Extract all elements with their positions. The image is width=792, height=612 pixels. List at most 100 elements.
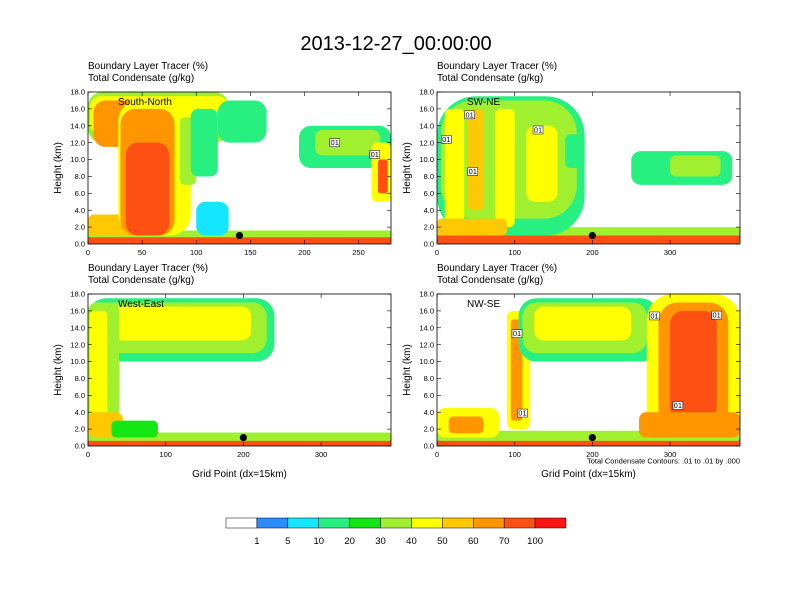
plot-frame: [87, 293, 392, 447]
shaded-field: [88, 294, 391, 446]
field-region: [217, 100, 267, 143]
contour-label: 01: [331, 138, 339, 147]
contour-label-box: [464, 110, 475, 120]
colorbar-label: 5: [285, 536, 290, 547]
y-tick-label: 2.0: [75, 223, 85, 232]
y-tick-label: 2.0: [424, 425, 434, 434]
colorbar-swatch: [318, 517, 350, 529]
field-region: [315, 130, 381, 156]
field-region: [131, 193, 164, 236]
y-tick-label: 6.0: [424, 189, 434, 198]
y-tick-label: 0.0: [75, 442, 85, 451]
field-region: [91, 306, 252, 341]
field-region: [639, 412, 740, 438]
figure-title: 2013-12-27_00:00:00: [300, 33, 491, 55]
colorbar-swatch: [534, 517, 567, 529]
y-tick-label: 6.0: [75, 391, 85, 400]
x-tick-label: 100: [190, 248, 203, 257]
shaded-field: [437, 294, 740, 446]
panel-south-north: Boundary Layer Tracer (%)Total Condensat…: [53, 61, 392, 257]
contour-label-box: [369, 150, 381, 159]
contour-label: 01: [674, 401, 682, 410]
x-tick-label: 250: [352, 248, 365, 257]
contour-label: 01: [534, 126, 542, 135]
y-tick-label: 0.0: [424, 240, 434, 249]
contour-label-box: [532, 125, 544, 135]
colorbar-swatch: [411, 517, 443, 529]
plot-frame: [436, 91, 741, 245]
colorbar-swatch: [380, 517, 412, 529]
contour-label: 01: [650, 311, 658, 320]
y-tick-label: 18.0: [419, 290, 434, 299]
y-tick-label: 12.0: [70, 340, 85, 349]
panel-title-line1: Boundary Layer Tracer (%): [437, 61, 557, 72]
x-tick-label: 300: [664, 450, 677, 459]
location-marker: [588, 231, 596, 240]
y-tick-label: 12.0: [70, 138, 85, 147]
contour-label-box: [329, 138, 340, 147]
colorbar-swatch: [287, 517, 319, 529]
field-region: [448, 416, 484, 434]
y-tick-label: 0.0: [424, 442, 434, 451]
x-tick-label: 0: [435, 450, 439, 459]
y-tick-label: 10.0: [419, 155, 434, 164]
section-label: SW-NE: [467, 97, 500, 108]
x-tick-label: 200: [586, 450, 599, 459]
location-marker: [235, 231, 244, 240]
x-tick-label: 100: [159, 450, 172, 459]
y-tick-label: 14.0: [70, 121, 85, 130]
contour-label: 01: [713, 311, 721, 320]
x-axis-label: Grid Point (dx=15km): [541, 469, 636, 480]
y-tick-label: 8.0: [75, 172, 85, 181]
y-tick-label: 4.0: [75, 206, 85, 215]
contour-label-box: [467, 167, 478, 176]
field-region: [444, 108, 465, 228]
contour-label-box: [517, 408, 528, 418]
shaded-field: [88, 92, 391, 244]
x-tick-label: 300: [315, 450, 328, 459]
x-tick-label: 150: [244, 248, 257, 257]
y-tick-label: 14.0: [419, 323, 434, 332]
panel-west-east: Boundary Layer Tracer (%)Total Condensat…: [53, 263, 392, 480]
colorbar-label: 40: [406, 536, 417, 547]
field-region: [190, 108, 218, 177]
y-tick-label: 8.0: [75, 374, 85, 383]
y-tick-label: 12.0: [419, 138, 434, 147]
y-tick-label: 10.0: [70, 357, 85, 366]
y-tick-label: 0.0: [75, 240, 85, 249]
contour-label: 01: [469, 167, 477, 176]
y-tick-label: 4.0: [75, 408, 85, 417]
y-tick-label: 16.0: [419, 104, 434, 113]
y-tick-label: 18.0: [419, 88, 434, 97]
y-axis-label: Height (km): [402, 142, 413, 194]
contour-label-box: [649, 311, 660, 321]
x-tick-label: 200: [237, 450, 250, 459]
section-label: NW-SE: [467, 299, 500, 310]
colorbar-swatch: [349, 517, 381, 529]
colorbar-label: 70: [499, 536, 510, 547]
y-tick-label: 2.0: [75, 425, 85, 434]
field-region: [437, 233, 740, 244]
y-tick-label: 18.0: [70, 88, 85, 97]
panel-nw-se: Boundary Layer Tracer (%)Total Condensat…: [402, 263, 741, 480]
field-region: [526, 125, 558, 202]
panels: Boundary Layer Tracer (%)Total Condensat…: [53, 61, 741, 480]
colorbar-label: 1: [254, 536, 259, 547]
x-tick-label: 200: [298, 248, 311, 257]
y-axis-label: Height (km): [402, 344, 413, 396]
x-tick-label: 100: [508, 450, 521, 459]
plot-frame: [436, 293, 741, 447]
contour-label: 01: [513, 329, 521, 338]
colorbar-swatch: [225, 517, 258, 529]
section-label: West-East: [118, 299, 164, 310]
y-tick-label: 18.0: [70, 290, 85, 299]
colorbar-label: 20: [344, 536, 355, 547]
contour-label-box: [511, 329, 523, 338]
field-region: [495, 108, 515, 228]
y-tick-label: 14.0: [419, 121, 434, 130]
y-tick-label: 8.0: [424, 172, 434, 181]
field-region: [681, 327, 706, 413]
field-region: [670, 155, 721, 177]
field-region: [565, 134, 585, 168]
field-region: [196, 201, 229, 236]
